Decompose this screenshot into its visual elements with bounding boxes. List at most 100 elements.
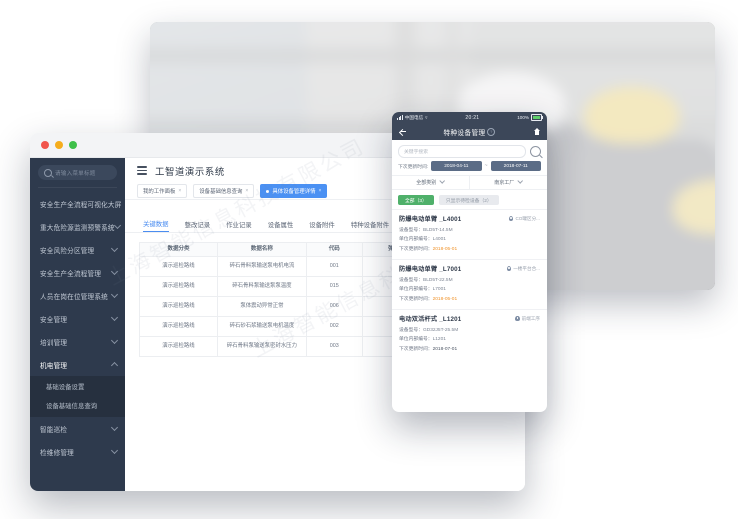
device-name: 防爆电动单臂 _L4001 — [399, 216, 462, 223]
close-icon[interactable]: × — [178, 187, 182, 194]
mobile-filter-buttons: 全部（3） 只显示待检设备（2） — [392, 190, 547, 209]
tab-key-data[interactable]: 关键数据 — [143, 219, 169, 232]
factory-select-label: 南京工厂 — [494, 180, 515, 186]
sidebar-item-6[interactable]: 培训管理 — [30, 330, 125, 353]
device-next-label: 下次更新时间： — [399, 246, 433, 252]
search-input[interactable]: 关键字搜索 — [398, 145, 526, 158]
location-pin-icon — [515, 315, 520, 322]
category-select[interactable]: 全部类别 — [392, 176, 469, 189]
traffic-lights[interactable] — [41, 141, 77, 149]
cell-code: 006 — [305, 296, 363, 317]
search-icon — [44, 168, 52, 177]
device-model-label: 设备型号： — [399, 278, 423, 284]
minimize-button-icon[interactable] — [55, 141, 63, 149]
sidebar-subitem-device-info-query[interactable]: 设备基础信息查询 — [30, 396, 125, 415]
sidebar-item-2[interactable]: 安全风险分区管理 — [30, 238, 125, 261]
sidebar-item-3[interactable]: 安全生产全流程管理 — [30, 261, 125, 284]
device-code-label: 单位内部编号： — [399, 237, 433, 243]
cell-code: 002 — [305, 316, 363, 337]
device-next-value: 2018-07-01 — [432, 346, 458, 352]
sidebar-item-8[interactable]: 智能巡检 — [30, 417, 125, 440]
sidebar: 请输入菜单标题 安全生产全流程可视化大屏 重大危险源监测预警系统 安全风险分区管… — [30, 158, 125, 491]
close-icon[interactable]: × — [245, 187, 249, 194]
sidebar-item-1[interactable]: 重大危险源监测预警系统 — [30, 215, 125, 238]
chevron-down-icon — [110, 446, 119, 455]
tab-rectification-records[interactable]: 整改记录 — [185, 220, 211, 232]
zoom-button-icon[interactable] — [69, 141, 77, 149]
location-pin-icon — [506, 265, 512, 272]
device-model-value: GD32J5T-25.5M — [423, 328, 459, 334]
column-header-code: 代码 — [305, 242, 363, 257]
sidebar-item-5[interactable]: 安全管理 — [30, 307, 125, 330]
tab-operation-records[interactable]: 作业记录 — [226, 220, 252, 232]
column-header-name: 数据名称 — [216, 242, 307, 257]
tab-bar: 我的工作面板 × 设备基础信息查询 × 具体设备管理详情 × — [125, 183, 525, 200]
chevron-down-icon — [110, 423, 119, 432]
device-name: 防爆电动单臂 _L7001 — [399, 266, 462, 274]
chevron-down-icon — [110, 290, 119, 299]
mobile-navbar: 特种设备管理 ? — [392, 123, 547, 140]
hamburger-icon[interactable] — [137, 166, 147, 175]
device-next-value: 2018-05-01 — [432, 296, 458, 302]
factory-select[interactable]: 南京工厂 — [469, 176, 547, 189]
signal-icon — [397, 115, 403, 120]
cell-code: 003 — [305, 336, 363, 357]
sidebar-item-4[interactable]: 人员在岗在位管理系统 — [30, 284, 125, 307]
sidebar-item-label: 检维修管理 — [40, 449, 74, 457]
cell-name: 碎石砂石浆输送泵电机温度 — [216, 316, 307, 337]
clock-label: 20:21 — [465, 114, 480, 121]
sidebar-subitem-label: 基础设备设置 — [46, 384, 85, 391]
device-location-label: CO罐区分... — [515, 215, 540, 221]
device-list-item[interactable]: 防爆电动单臂 _L7001 一楼平台合... 设备型号：BLD5T-22.5M … — [392, 259, 547, 309]
tab-device-detail[interactable]: 具体设备管理详情 × — [260, 184, 328, 198]
sidebar-item-label: 人员在岗在位管理系统 — [40, 293, 108, 301]
tab-device-info-query[interactable]: 设备基础信息查询 × — [193, 184, 255, 198]
device-code-label: 单位内部编号： — [399, 337, 433, 343]
device-code-value: L4001 — [432, 237, 446, 243]
sidebar-search[interactable]: 请输入菜单标题 — [38, 165, 117, 180]
filter-pending-button[interactable]: 只显示待检设备（2） — [438, 195, 499, 205]
device-location: CO罐区分... — [508, 215, 540, 222]
mobile-select-row: 全部类别 南京工厂 — [392, 175, 547, 190]
filter-all-button[interactable]: 全部（3） — [398, 195, 434, 205]
close-button-icon[interactable] — [41, 141, 49, 149]
sidebar-item-label: 安全生产全流程管理 — [40, 270, 102, 278]
device-model-value: BLD5T-14.5M — [423, 228, 453, 233]
date-filter-label: 下次更新时间: — [398, 164, 429, 170]
mobile-title: 特种设备管理 ? — [406, 127, 533, 137]
sidebar-item-0[interactable]: 安全生产全流程可视化大屏 — [30, 192, 125, 215]
cell-category: 演示巡检路线 — [139, 256, 218, 277]
help-icon[interactable]: ? — [487, 127, 496, 136]
cell-name: 碎石骨料泵输送泵密封水压力 — [216, 336, 307, 357]
battery-percent-label: 100% — [517, 115, 529, 120]
device-list-item[interactable]: 电动双活杆式 _L1201 前端工序 设备型号：GD32J5T-25.5M 单位… — [392, 309, 547, 359]
tab-special-device-attachments[interactable]: 特种设备附件 — [351, 220, 389, 232]
sidebar-item-label: 培训管理 — [40, 339, 68, 347]
device-location: 一楼平台合... — [506, 265, 540, 272]
chevron-down-icon — [110, 336, 119, 345]
close-icon[interactable]: × — [318, 187, 322, 194]
date-to-field[interactable]: 2018-07-11 — [490, 161, 542, 171]
sidebar-subitem-basic-device-settings[interactable]: 基础设备设置 — [30, 377, 125, 396]
cell-category: 演示巡检路线 — [139, 296, 218, 317]
tab-label: 设备基础信息查询 — [199, 189, 243, 195]
tab-my-workbench[interactable]: 我的工作面板 × — [137, 184, 188, 198]
category-select-label: 全部类别 — [416, 180, 437, 186]
tab-device-attributes[interactable]: 设备属性 — [268, 220, 294, 232]
search-placeholder: 关键字搜索 — [404, 150, 428, 155]
date-from-field[interactable]: 2018-04-11 — [431, 161, 482, 171]
search-icon[interactable] — [530, 146, 541, 157]
sidebar-search-placeholder: 请输入菜单标题 — [55, 170, 96, 177]
chevron-down-icon — [517, 178, 524, 185]
back-arrow-icon[interactable] — [398, 128, 406, 136]
cell-name: 碎石骨料泵输送泵电机电流 — [216, 256, 307, 277]
home-icon[interactable] — [533, 128, 541, 135]
tab-device-attachments[interactable]: 设备附件 — [309, 220, 335, 232]
sidebar-item-9[interactable]: 检维修管理 — [30, 440, 125, 463]
sidebar-item-7[interactable]: 机电管理 — [30, 353, 125, 376]
device-list-item[interactable]: 防爆电动单臂 _L4001 CO罐区分... 设备型号：BLD5T-14.5M … — [392, 209, 547, 259]
sidebar-item-label: 安全风险分区管理 — [40, 247, 95, 255]
sidebar-item-label: 机电管理 — [40, 362, 68, 370]
device-location-label: 一楼平台合... — [513, 265, 540, 271]
